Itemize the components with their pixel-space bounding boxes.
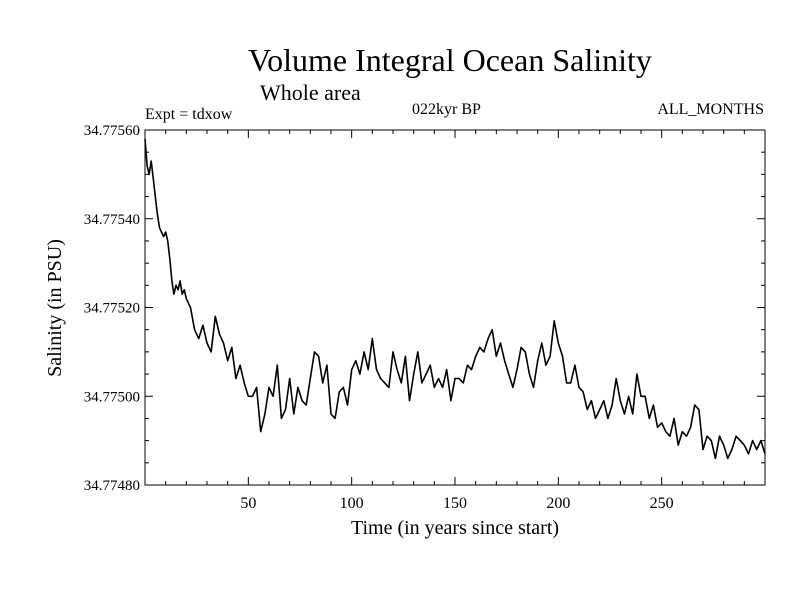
period-label: 022kyr BP bbox=[412, 101, 481, 118]
x-tick-label: 200 bbox=[546, 495, 570, 512]
x-tick-label: 150 bbox=[443, 495, 467, 512]
x-tick-label: 50 bbox=[240, 495, 256, 512]
y-axis-label: Salinity (in PSU) bbox=[44, 239, 66, 377]
chart-title: Volume Integral Ocean Salinity bbox=[248, 42, 652, 78]
y-tick-label: 34.77500 bbox=[84, 389, 140, 405]
x-tick-label: 100 bbox=[340, 495, 364, 512]
y-tick-label: 34.77560 bbox=[84, 123, 140, 139]
y-tick-label: 34.77480 bbox=[84, 478, 140, 494]
plot-frame bbox=[144, 129, 766, 486]
chart-subtitle: Whole area bbox=[260, 80, 361, 105]
x-tick-label: 250 bbox=[650, 495, 674, 512]
y-tick-label: 34.77520 bbox=[84, 301, 140, 317]
plot-area: 50 100 150 200 250 34.77480 34.77500 34.77520 34… bbox=[84, 123, 766, 512]
series-line bbox=[144, 138, 766, 460]
experiment-label: Expt = tdxow bbox=[145, 106, 233, 123]
x-axis-label: Time (in years since start) bbox=[351, 517, 559, 539]
months-label: ALL_MONTHS bbox=[657, 101, 764, 118]
y-tick-label: 34.77540 bbox=[84, 212, 140, 228]
